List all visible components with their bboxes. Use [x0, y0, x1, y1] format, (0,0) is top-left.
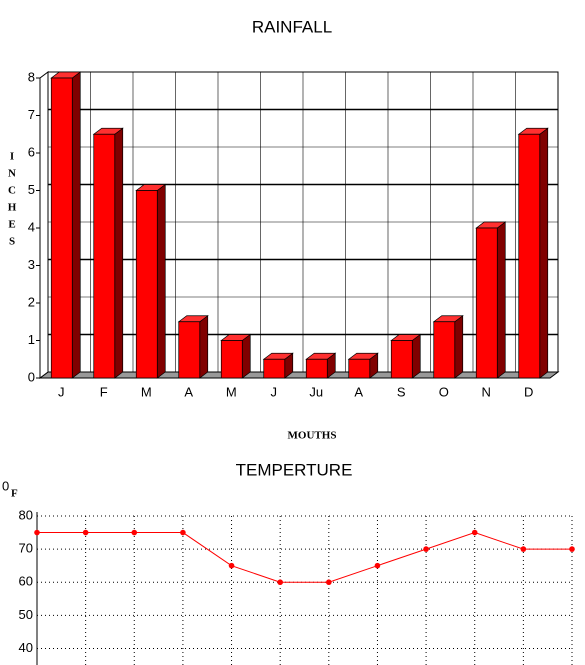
y-tick-label: 40: [19, 640, 33, 655]
bar: [517, 127, 549, 379]
chart-title: RAINFALL: [252, 17, 332, 36]
y-axis-label: C: [8, 185, 16, 197]
bar-front: [50, 77, 73, 379]
y-tick-label: 2: [28, 294, 35, 309]
x-tick-label: M: [226, 384, 237, 399]
x-tick-label: O: [439, 384, 449, 399]
x-axis-label: MOUTHS: [288, 430, 337, 442]
left-wall: [39, 71, 49, 379]
y-tick-label: 60: [19, 574, 33, 589]
point: [180, 529, 186, 536]
y-label-sup: 0: [2, 478, 9, 493]
x-tick-label: A: [184, 384, 193, 399]
y-tick-label: 8: [28, 69, 35, 84]
point: [569, 546, 575, 552]
bar-side: [156, 183, 166, 379]
bar-front: [433, 321, 456, 379]
bar-front: [305, 358, 328, 379]
bar-front: [475, 227, 498, 379]
point: [34, 529, 40, 536]
x-tick-label: N: [482, 384, 491, 399]
x-tick-label: J: [58, 384, 65, 399]
y-axis-label: N: [8, 168, 16, 180]
y-tick-label: 1: [28, 332, 35, 347]
bar: [432, 315, 464, 379]
bar-front: [390, 340, 413, 379]
bar: [390, 333, 422, 379]
bar: [220, 333, 252, 379]
bar: [305, 352, 337, 379]
y-tick-label: 80: [19, 507, 33, 522]
x-tick-label: F: [100, 384, 108, 399]
bar: [177, 315, 209, 379]
x-tick-label: S: [397, 384, 406, 399]
point: [374, 562, 381, 569]
point: [228, 562, 235, 569]
bar-side: [454, 315, 464, 379]
bar: [50, 71, 82, 379]
y-tick-label: 50: [19, 607, 33, 622]
x-tick-label: Ju: [309, 384, 323, 399]
point: [423, 546, 429, 552]
bar-front: [263, 358, 286, 379]
bar-front: [220, 340, 243, 379]
point: [471, 529, 478, 536]
y-label: F: [11, 488, 18, 500]
bar-front: [135, 190, 158, 379]
bar-side: [241, 333, 251, 379]
x-tick-label: D: [524, 384, 533, 399]
y-axis-label: H: [8, 202, 17, 214]
x-tick-label: A: [354, 384, 363, 399]
point: [277, 579, 283, 586]
y-tick-label: 7: [28, 107, 35, 122]
y-axis-label: S: [9, 236, 15, 248]
bar-front: [518, 133, 541, 379]
x-tick-label: J: [271, 384, 278, 399]
bar: [475, 221, 507, 379]
y-axis-label: E: [8, 219, 15, 231]
y-tick-label: 6: [28, 144, 35, 159]
x-tick-label: M: [141, 384, 152, 399]
y-tick-label: 4: [28, 219, 35, 234]
y-tick-label: 3: [28, 257, 35, 272]
chart-title: TEMPERTURE: [236, 460, 353, 479]
bar-front: [93, 133, 116, 379]
y-tick-label: 5: [28, 182, 35, 197]
bar-side: [199, 315, 209, 379]
bar: [135, 183, 167, 379]
point: [520, 546, 527, 552]
bar-front: [178, 321, 201, 379]
y-tick-label: 70: [19, 541, 33, 556]
bar-side: [539, 127, 549, 379]
bar: [262, 352, 294, 379]
bar-side: [496, 221, 506, 379]
point: [131, 529, 138, 536]
line: [37, 532, 572, 583]
point: [82, 529, 89, 536]
bar-side: [71, 71, 81, 379]
bar-side: [114, 127, 124, 379]
bar-side: [411, 333, 421, 379]
bar: [92, 127, 124, 379]
y-tick-label: 0: [28, 369, 35, 384]
y-axis-label: I: [10, 151, 14, 163]
point: [326, 579, 332, 586]
bar: [347, 352, 379, 379]
bar-front: [348, 358, 371, 379]
